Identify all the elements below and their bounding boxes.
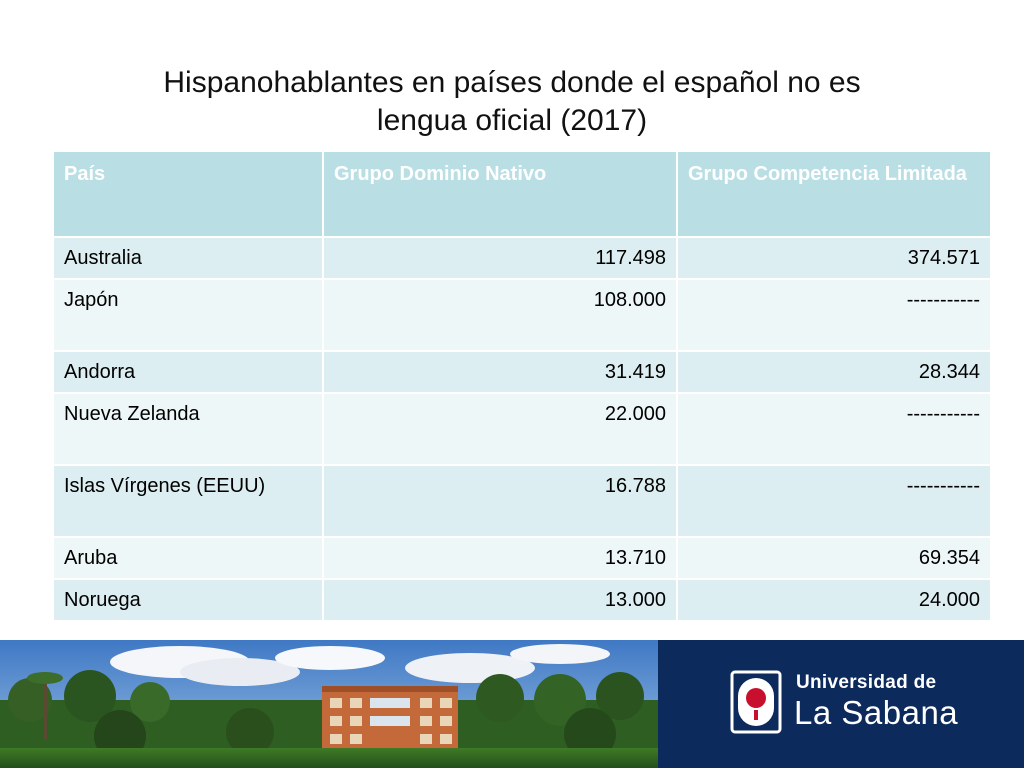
- cell-nativo: 13.710: [324, 538, 676, 578]
- cell-pais: Islas Vírgenes (EEUU): [54, 466, 322, 536]
- table-row: Noruega 13.000 24.000: [54, 580, 990, 620]
- cell-limitada: -----------: [678, 394, 990, 464]
- cell-limitada: 374.571: [678, 238, 990, 278]
- header-dominio-nativo: Grupo Dominio Nativo: [324, 152, 676, 236]
- table-row: Nueva Zelanda 22.000 -----------: [54, 394, 990, 464]
- speakers-table: País Grupo Dominio Nativo Grupo Competen…: [52, 150, 992, 622]
- slide-title-line-1: Hispanohablantes en países donde el espa…: [163, 66, 861, 99]
- table-row: Andorra 31.419 28.344: [54, 352, 990, 392]
- header-competencia-limitada: Grupo Competencia Limitada: [678, 152, 990, 236]
- university-logo-panel: Universidad de La Sabana: [658, 640, 1024, 768]
- header-pais: País: [54, 152, 322, 236]
- cell-limitada: 69.354: [678, 538, 990, 578]
- table-header-row: País Grupo Dominio Nativo Grupo Competen…: [54, 152, 990, 236]
- cell-pais: Aruba: [54, 538, 322, 578]
- table-row: Japón 108.000 -----------: [54, 280, 990, 350]
- cell-pais: Nueva Zelanda: [54, 394, 322, 464]
- cell-limitada: 28.344: [678, 352, 990, 392]
- university-name-line-2: La Sabana: [794, 694, 959, 731]
- slide-title-line-2: lengua oficial (2017): [376, 104, 648, 137]
- table-row: Islas Vírgenes (EEUU) 16.788 -----------: [54, 466, 990, 536]
- cell-nativo: 13.000: [324, 580, 676, 620]
- cell-limitada: -----------: [678, 466, 990, 536]
- university-name-line-1: Universidad de: [796, 672, 937, 693]
- university-crest-icon: [730, 670, 782, 734]
- cell-nativo: 31.419: [324, 352, 676, 392]
- cell-nativo: 108.000: [324, 280, 676, 350]
- cell-pais: Noruega: [54, 580, 322, 620]
- cell-pais: Andorra: [54, 352, 322, 392]
- slide-title: Hispanohablantes en países donde el espa…: [60, 64, 964, 140]
- cell-pais: Australia: [54, 238, 322, 278]
- cell-nativo: 117.498: [324, 238, 676, 278]
- cell-limitada: 24.000: [678, 580, 990, 620]
- table-row: Aruba 13.710 69.354: [54, 538, 990, 578]
- cell-nativo: 22.000: [324, 394, 676, 464]
- table-row: Australia 117.498 374.571: [54, 238, 990, 278]
- cell-limitada: -----------: [678, 280, 990, 350]
- cell-pais: Japón: [54, 280, 322, 350]
- cell-nativo: 16.788: [324, 466, 676, 536]
- campus-photo: [0, 640, 658, 768]
